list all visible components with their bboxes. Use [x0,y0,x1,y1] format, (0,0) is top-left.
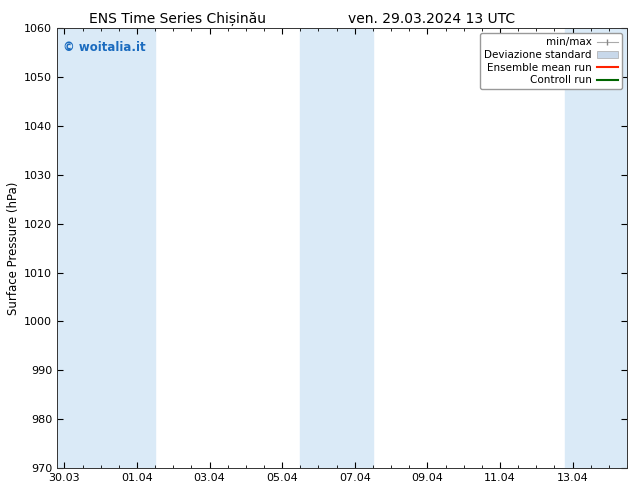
Bar [301,28,355,468]
Text: ven. 29.03.2024 13 UTC: ven. 29.03.2024 13 UTC [347,12,515,26]
Legend: min/max, Deviazione standard, Ensemble mean run, Controll run: min/max, Deviazione standard, Ensemble m… [480,33,622,90]
Text: ENS Time Series Chișinău: ENS Time Series Chișinău [89,12,266,26]
Y-axis label: Surface Pressure (hPa): Surface Pressure (hPa) [7,181,20,315]
Bar [337,28,373,468]
Bar [566,28,627,468]
Bar [57,28,119,468]
Text: © woitalia.it: © woitalia.it [63,41,145,54]
Bar [119,28,155,468]
